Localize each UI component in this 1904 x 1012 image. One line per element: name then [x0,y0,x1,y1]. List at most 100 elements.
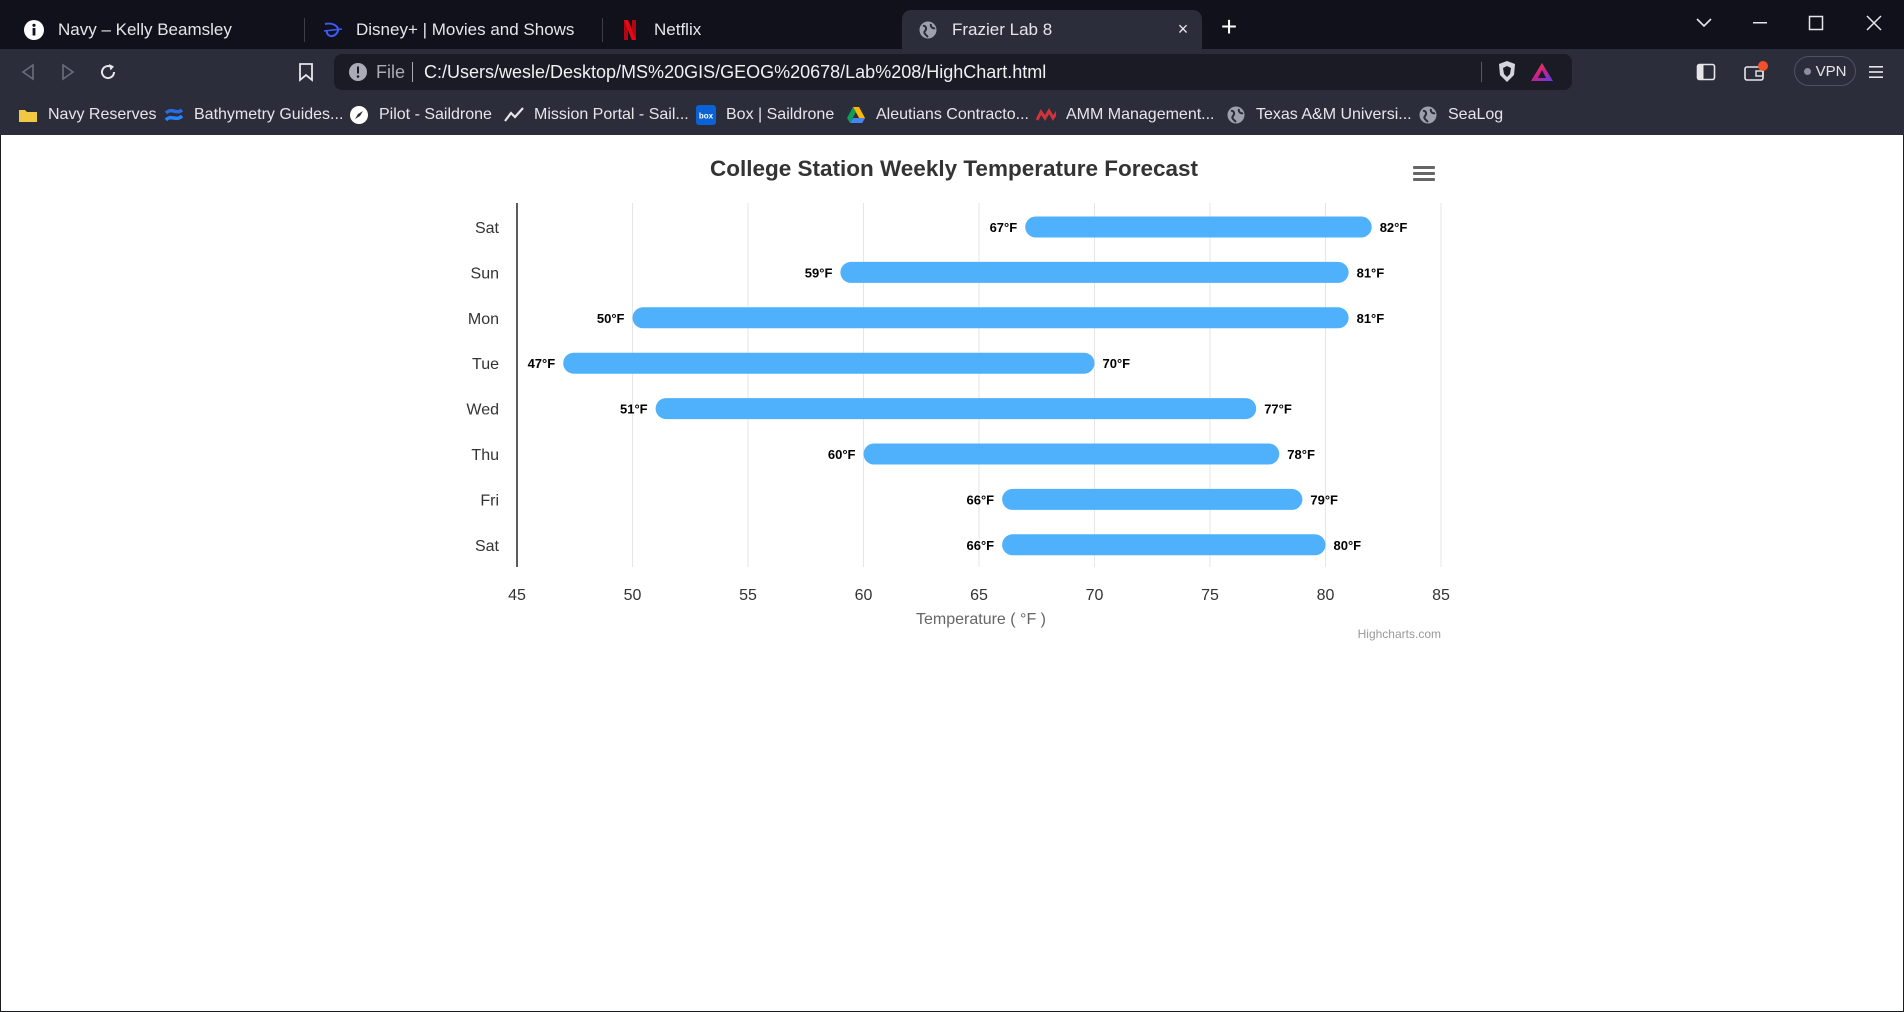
low-data-label: 60°F [828,447,856,462]
high-data-label: 80°F [1334,538,1362,553]
brave-shield-icon[interactable] [1496,60,1518,89]
low-data-label: 66°F [966,538,994,553]
high-data-label: 78°F [1287,447,1315,462]
category-label: Sun [471,265,499,282]
tab-label: Netflix [654,19,702,39]
low-data-label: 66°F [966,492,994,507]
x-tick-label: 45 [508,587,526,604]
bookmark-label: AMM Management... [1066,106,1215,123]
netflix-icon [620,19,640,40]
highcharts-credits-link[interactable]: Highcharts.com [1358,627,1441,641]
bookmark-label: Texas A&M Universi... [1256,106,1412,123]
close-window-icon[interactable] [1856,8,1892,38]
temperature-range-bar[interactable] [1002,488,1303,510]
vpn-status-dot [1803,67,1811,75]
bookmark-pilot-saildrone[interactable]: Pilot - Saildrone [349,103,492,127]
temperature-range-bar[interactable] [1002,534,1326,556]
amm-logo-icon [1036,105,1056,125]
address-bar[interactable]: File C:/Users/wesle/Desktop/MS%20GIS/GEO… [334,54,1572,90]
high-data-label: 81°F [1357,265,1385,280]
tab-frazier-lab-8[interactable]: Frazier Lab 8 × [902,10,1202,49]
temperature-range-bar[interactable] [863,443,1280,465]
bookmark-icon[interactable] [292,58,320,86]
confluence-icon [164,105,184,125]
x-tick-label: 85 [1432,587,1450,604]
bookmark-mission-portal[interactable]: Mission Portal - Sail... [504,103,689,127]
disney-icon [322,20,342,40]
x-tick-label: 60 [855,587,873,604]
tab-separator [602,18,603,42]
reload-icon[interactable] [94,58,122,86]
box-icon: box [696,105,716,125]
bookmark-sealog[interactable]: SeaLog [1418,103,1503,127]
bookmark-navy-reserves[interactable]: Navy Reserves [18,103,156,127]
sidebar-toggle-icon[interactable] [1692,58,1720,86]
brave-rewards-icon[interactable] [1530,61,1554,88]
bookmark-label: Pilot - Saildrone [379,106,492,123]
tab-netflix[interactable]: Netflix [604,10,900,49]
chart-line-icon [504,105,524,125]
temperature-chart: College Station Weekly Temperature Forec… [466,156,1450,641]
browser-toolbar: File C:/Users/wesle/Desktop/MS%20GIS/GEO… [0,49,1904,95]
x-tick-label: 70 [1086,587,1104,604]
new-tab-button[interactable]: + [1220,11,1238,42]
close-tab-button[interactable]: × [1177,19,1189,39]
category-label: Sat [475,220,500,237]
hamburger-menu-icon [1413,166,1435,169]
globe-icon [1418,105,1438,125]
wallet-icon[interactable] [1742,58,1770,86]
high-data-label: 77°F [1264,402,1292,417]
temperature-range-bar[interactable] [632,307,1349,329]
google-drive-icon [846,105,866,125]
category-label: Fri [480,492,499,509]
category-label: Wed [466,402,499,419]
low-data-label: 51°F [620,402,648,417]
vpn-button[interactable]: VPN [1794,56,1856,86]
tab-search-chevron-icon[interactable] [1686,8,1722,38]
low-data-label: 50°F [597,311,625,326]
bookmark-amm-management[interactable]: AMM Management... [1036,103,1215,127]
x-tick-label: 50 [624,587,642,604]
url-divider [1481,62,1482,82]
compass-icon [349,105,369,125]
bookmark-label: Aleutians Contracto... [876,106,1029,123]
temperature-range-bar[interactable] [563,352,1095,374]
temperature-range-bar[interactable] [1025,216,1372,238]
category-label: Sat [475,538,500,555]
minimize-icon[interactable] [1742,8,1778,38]
x-axis-title: Temperature ( °F ) [916,611,1046,628]
tab-label: Frazier Lab 8 [952,19,1053,39]
tab-label: Disney+ | Movies and Shows [356,19,575,39]
info-icon [24,19,44,40]
back-arrow-icon[interactable] [14,58,42,86]
info-warning-icon[interactable] [348,62,368,87]
bookmark-label: Box | Saildrone [726,106,835,123]
high-data-label: 81°F [1357,311,1385,326]
tab-disney[interactable]: Disney+ | Movies and Shows [306,10,602,49]
tab-separator [304,18,305,42]
x-tick-label: 55 [739,587,757,604]
bookmark-bathymetry-guides[interactable]: Bathymetry Guides... [164,103,343,127]
forward-arrow-icon[interactable] [54,58,82,86]
bookmarks-bar: Navy Reserves Bathymetry Guides... Pilot… [0,95,1904,135]
bookmark-texas-am[interactable]: Texas A&M Universi... [1226,103,1412,127]
vpn-label: VPN [1815,62,1847,80]
bookmark-box-saildrone[interactable]: box Box | Saildrone [696,103,834,127]
temperature-range-bar[interactable] [655,398,1257,420]
svg-text:box: box [699,112,714,121]
bookmark-aleutians-contractor[interactable]: Aleutians Contracto... [846,103,1029,127]
low-data-label: 59°F [805,265,833,280]
folder-icon [18,105,38,125]
low-data-label: 47°F [528,356,556,371]
url-input[interactable]: C:/Users/wesle/Desktop/MS%20GIS/GEOG%206… [424,62,1047,82]
category-label: Thu [471,447,499,464]
menu-icon[interactable] [1862,58,1890,86]
tab-label: Navy – Kelly Beamsley [58,19,232,39]
tab-navy[interactable]: Navy – Kelly Beamsley [8,10,304,49]
high-data-label: 79°F [1310,492,1338,507]
maximize-icon[interactable] [1798,8,1834,38]
low-data-label: 67°F [990,220,1018,235]
bookmark-label: SeaLog [1448,106,1504,123]
temperature-range-bar[interactable] [840,261,1349,283]
chart-context-menu-button[interactable] [1401,163,1445,197]
